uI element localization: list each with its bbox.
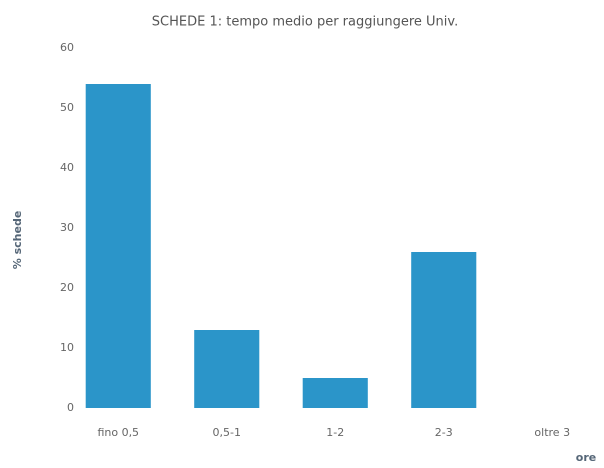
chart-title: SCHEDE 1: tempo medio per raggiungere Un… xyxy=(152,15,458,30)
x-axis-label: ore xyxy=(576,451,596,464)
y-tick-label: 20 xyxy=(60,281,74,294)
y-axis-label: % schede xyxy=(11,211,24,270)
y-tick-label: 50 xyxy=(60,101,74,114)
x-tick-label: oltre 3 xyxy=(534,426,570,439)
y-tick-label: 40 xyxy=(60,161,74,174)
bar xyxy=(411,252,477,408)
y-tick-label: 30 xyxy=(60,221,74,234)
y-tick-label: 60 xyxy=(60,41,74,54)
x-tick-label: fino 0,5 xyxy=(97,426,139,439)
y-tick-label: 0 xyxy=(67,401,74,414)
y-tick-label: 10 xyxy=(60,341,74,354)
bar xyxy=(302,378,368,408)
x-tick-label: 2-3 xyxy=(435,426,453,439)
x-tick-label: 1-2 xyxy=(326,426,344,439)
x-tick-label: 0,5-1 xyxy=(213,426,241,439)
bar xyxy=(85,84,151,408)
bar xyxy=(194,330,260,408)
